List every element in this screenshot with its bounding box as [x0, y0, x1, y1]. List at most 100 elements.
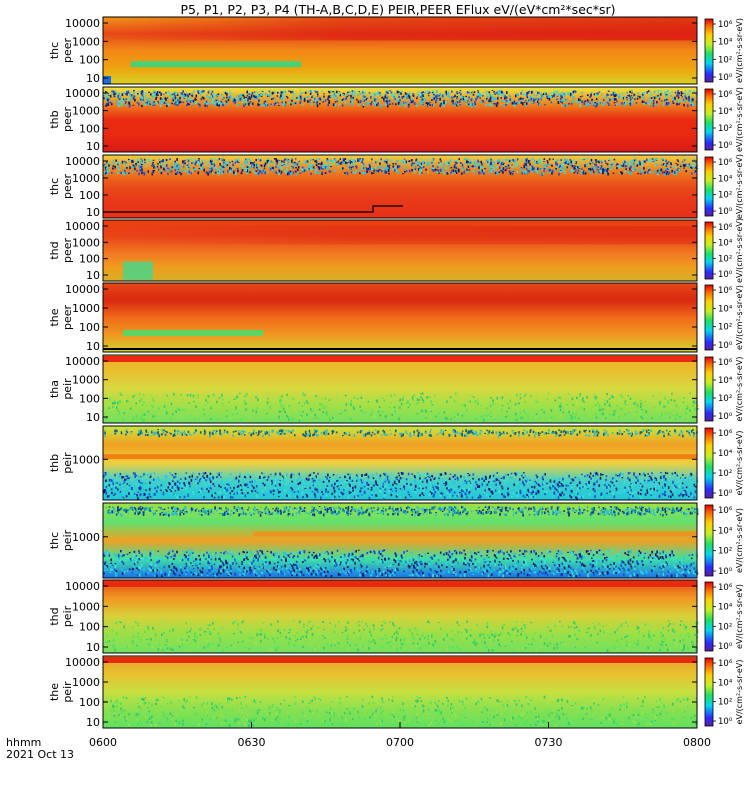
y-tick-label: 10 — [86, 140, 100, 153]
y-tick-label: 10 — [86, 269, 100, 282]
colorbar-tick-label: 10⁴ — [718, 239, 733, 249]
spectrogram-panel: 10 100 1000 10000 thc peer 10⁰ 10² 10⁴ 10⁶ eV/(cm²… — [48, 154, 744, 219]
y-tick-label: 10 — [86, 340, 100, 353]
colorbar-tick-label: 10⁴ — [718, 304, 733, 314]
colorbar-tick-label: 10⁶ — [718, 506, 733, 516]
y-tick-label: 100 — [79, 122, 100, 135]
panel-product-label: peer — [61, 107, 74, 133]
colorbar — [704, 356, 714, 422]
panel-probe-label: thc — [48, 178, 61, 195]
colorbar-tick-label: 10⁶ — [718, 286, 733, 296]
colorbar-tick-label: 10⁰ — [718, 141, 733, 151]
colorbar — [704, 18, 714, 83]
y-tick-label: 1000 — [72, 600, 100, 613]
colorbar-tick-label: 10⁰ — [718, 567, 733, 577]
colorbar-tick-label: 10⁴ — [718, 174, 733, 184]
colorbar — [704, 504, 714, 577]
y-tick-label: 100 — [79, 621, 100, 634]
y-tick-label: 100 — [79, 253, 100, 266]
time-tick-label: 0730 — [535, 736, 563, 749]
colorbar-tick-label: 10⁰ — [718, 341, 733, 351]
colorbar — [704, 427, 714, 499]
colorbar — [704, 284, 714, 351]
colorbar-tick-label: 10⁶ — [718, 429, 733, 439]
colorbar — [704, 657, 714, 727]
spectrogram-image — [103, 426, 697, 500]
y-tick-label: 1000 — [72, 172, 100, 185]
spectrogram-panel: 10 100 1000 10000 thd peer 10⁰ 10² 10⁴ 10⁶ eV/(cm²… — [48, 218, 744, 283]
colorbar-tick-label: 10² — [718, 622, 732, 632]
colorbar-tick-label: 10² — [718, 323, 732, 333]
colorbar-label: eV/(cm²-s-sr-eV) — [735, 584, 744, 649]
y-tick-label: 10000 — [65, 656, 100, 669]
spectrogram-image — [103, 283, 697, 352]
y-tick-label: 100 — [79, 189, 100, 202]
spectrogram-panel: 1000 thc peir 10⁰ 10² 10⁴ 10⁶ eV/(cm²-s-sr-eV) — [48, 502, 744, 579]
colorbar-tick-label: 10² — [718, 698, 732, 708]
colorbar-label: eV/(cm²-s-sr-eV) — [735, 218, 744, 283]
colorbar-tick-label: 10⁰ — [718, 642, 733, 652]
colorbar — [704, 156, 714, 217]
spectrogram-panel: 10 100 1000 10000 tha peir 10⁰ 10² 10⁴ 10⁶ eV/(cm²… — [48, 354, 744, 424]
panel-product-label: peir — [61, 529, 74, 551]
y-tick-label: 1000 — [72, 453, 100, 466]
spectrogram-image — [103, 656, 697, 728]
spectrogram-image — [103, 580, 697, 653]
spectrogram-panel: 10 100 1000 10000 thd peir 10⁰ 10² 10⁴ 10⁶ eV/(cm²… — [48, 579, 744, 654]
colorbar — [704, 88, 714, 151]
spectrogram-panel: 10 100 1000 10000 the peer 10⁰ 10² 10⁴ 10⁶ eV/(cm²… — [48, 282, 744, 353]
colorbar-tick-label: 10⁶ — [718, 158, 733, 168]
colorbar-tick-label: 10⁴ — [718, 107, 733, 117]
time-axis-label-date: 2021 Oct 13 — [6, 748, 74, 761]
panel-probe-label: thb — [48, 454, 61, 472]
spectrogram-panel: 1000 thb peir 10⁰ 10² 10⁴ 10⁶ eV/(cm²-s-sr-eV) — [48, 425, 744, 501]
time-axis-label-hhmm: hhmm — [6, 736, 41, 749]
colorbar-tick-label: 10⁰ — [718, 73, 733, 83]
y-tick-label: 10000 — [65, 155, 100, 168]
y-tick-label: 10000 — [65, 220, 100, 233]
colorbar-tick-label: 10⁶ — [718, 583, 733, 593]
panel-product-label: peir — [61, 452, 74, 474]
colorbar-tick-label: 10² — [718, 254, 732, 264]
panel-probe-label: the — [48, 308, 61, 326]
colorbar-label: eV/(cm²-s-sr-eV) — [735, 285, 744, 350]
panel-probe-label: thd — [48, 607, 61, 625]
colorbar-tick-label: 10⁰ — [718, 270, 733, 280]
colorbar-tick-label: 10² — [718, 191, 732, 201]
y-tick-label: 10000 — [65, 17, 100, 30]
panel-product-label: peir — [61, 378, 74, 400]
y-tick-label: 10 — [86, 641, 100, 654]
colorbar-tick-label: 10² — [718, 124, 732, 134]
spectrogram-panel: 10 100 1000 10000 the peir 10⁰ 10² 10⁴ 10⁶ eV/(cm²… — [48, 655, 744, 729]
colorbar-tick-label: 10⁶ — [718, 90, 733, 100]
spectrogram-panel: 10 100 1000 10000 thc peer 10⁰ 10² 10⁴ 10⁶ eV/(cm²… — [48, 16, 744, 85]
colorbar-tick-label: 10² — [718, 55, 732, 65]
colorbar-tick-label: 10⁶ — [718, 659, 733, 669]
panel-probe-label: thc — [48, 532, 61, 549]
spectrogram-panel: 10 100 1000 10000 thb peer 10⁰ 10² 10⁴ 10⁶ eV/(cm²… — [48, 86, 744, 153]
colorbar-label: eV/(cm²-s-sr-eV) — [735, 508, 744, 573]
y-tick-label: 100 — [79, 54, 100, 67]
colorbar-tick-label: 10⁴ — [718, 526, 733, 536]
colorbar-label: eV/(cm²-s-sr-eV) — [735, 431, 744, 496]
panel-probe-label: the — [48, 683, 61, 701]
panel-product-label: peer — [61, 38, 74, 64]
panel-product-label: peer — [61, 305, 74, 331]
y-tick-label: 100 — [79, 321, 100, 334]
y-tick-label: 10000 — [65, 87, 100, 100]
colorbar-tick-label: 10⁰ — [718, 717, 733, 727]
y-tick-label: 10 — [86, 411, 100, 424]
colorbar-label: eV/(cm²-s-sr-eV) — [735, 18, 744, 83]
time-tick-label: 0630 — [238, 736, 266, 749]
colorbar-tick-label: 10² — [718, 469, 732, 479]
time-tick-label: 0700 — [386, 736, 414, 749]
colorbar-tick-label: 10² — [718, 547, 732, 557]
y-tick-label: 1000 — [72, 676, 100, 689]
y-tick-label: 1000 — [72, 302, 100, 315]
y-tick-label: 1000 — [72, 531, 100, 544]
colorbar-tick-label: 10⁶ — [718, 20, 733, 30]
y-tick-label: 10 — [86, 206, 100, 219]
colorbar-tick-label: 10⁴ — [718, 449, 733, 459]
y-tick-label: 1000 — [72, 105, 100, 118]
